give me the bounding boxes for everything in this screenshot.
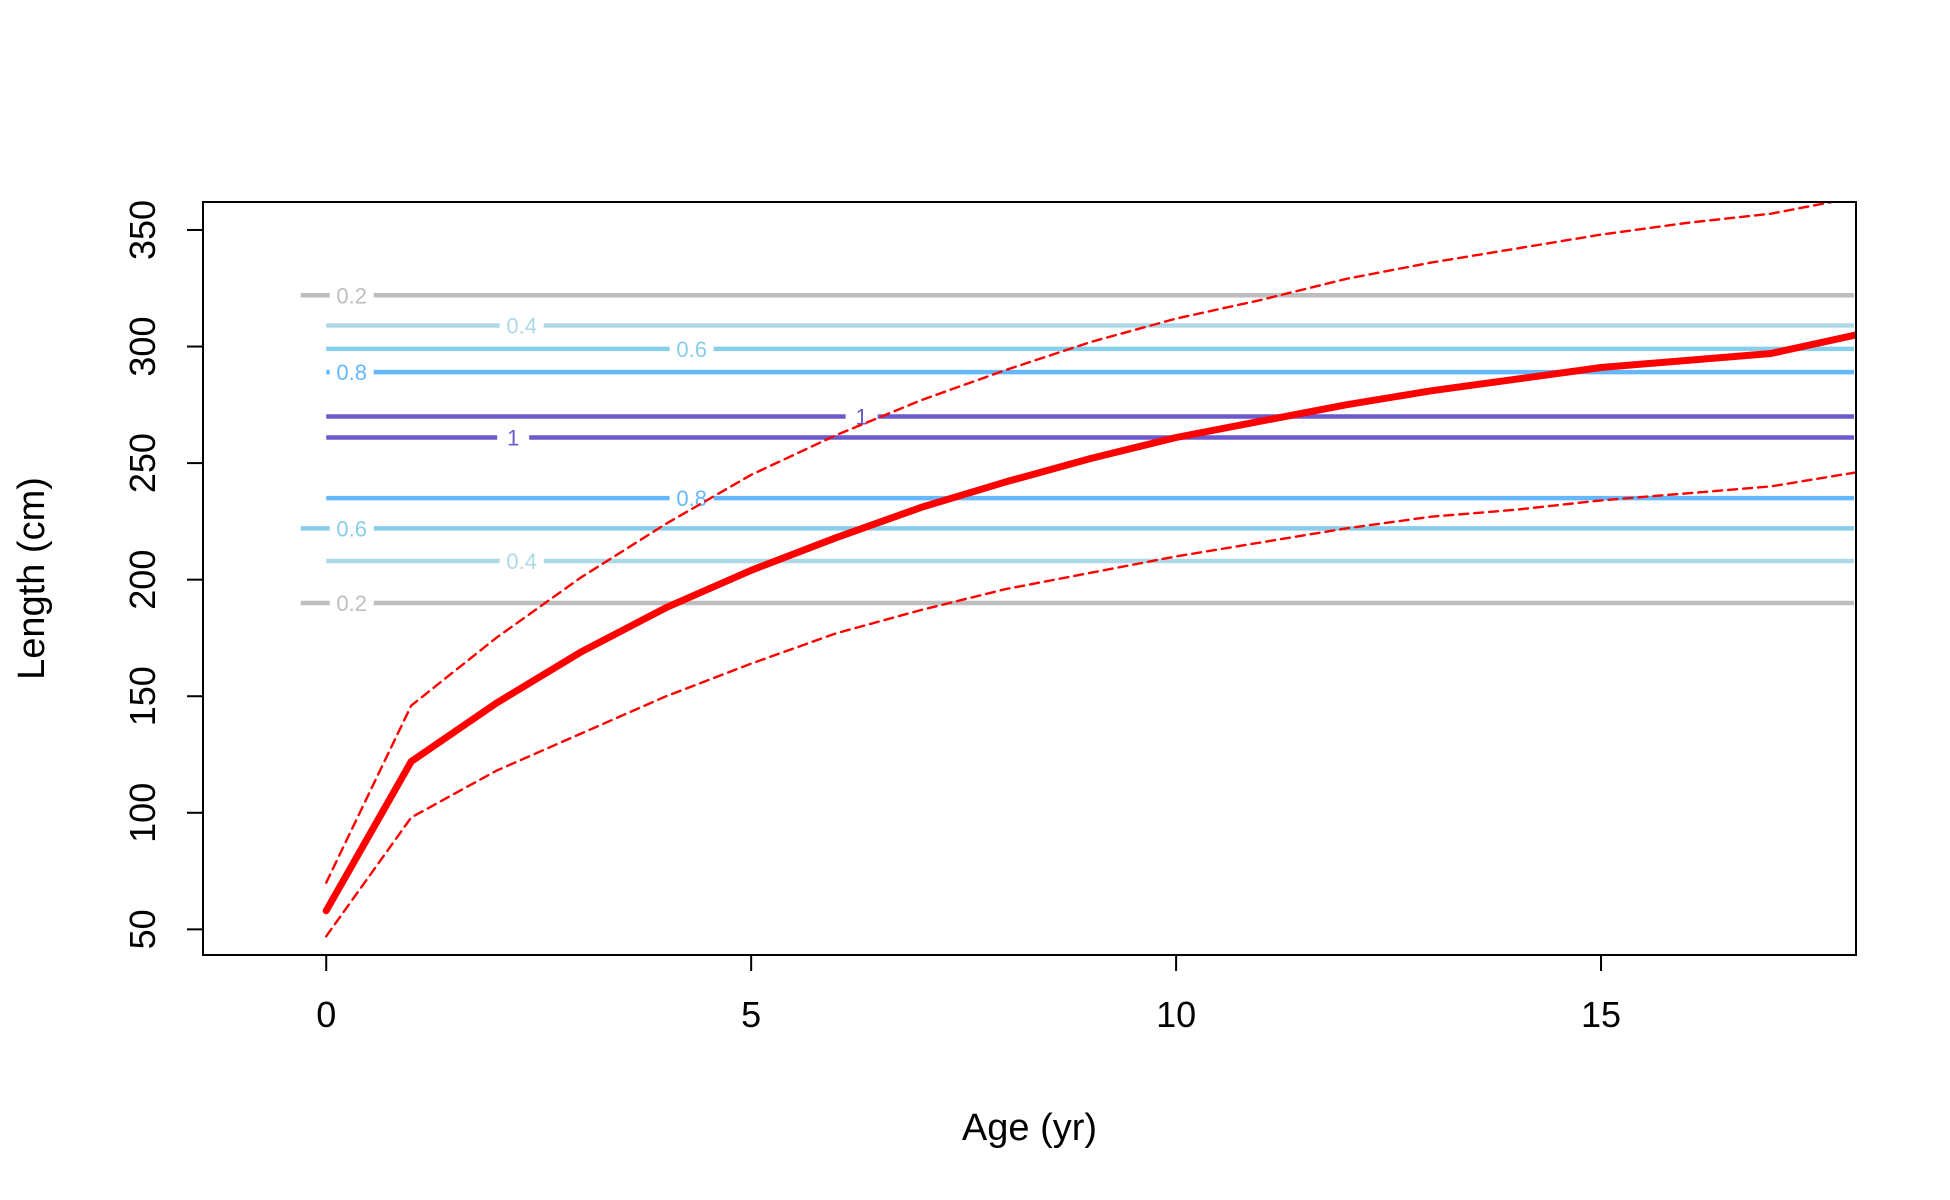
series-lower-line (325, 471, 1856, 938)
contour-label-3: 0.8 (336, 360, 367, 385)
contour-label-1: 0.4 (506, 314, 537, 339)
x-axis-title: Age (yr) (962, 1107, 1097, 1149)
contour-label-5: 1 (507, 425, 519, 450)
x-tick-label-2: 10 (1156, 994, 1196, 1035)
contour-label-9: 0.2 (336, 591, 367, 616)
y-axis: 50 100 150 200 250 300 350 (122, 200, 204, 949)
y-tick-label-5: 300 (122, 316, 163, 376)
data-series (322, 202, 1856, 938)
contour-label-2: 0.6 (676, 337, 707, 362)
plot-frame (202, 201, 1857, 956)
contour-lines: 0.2 0.4 0.6 0.8 1 1 0.8 0.6 0.4 0.2 (300, 283, 1854, 616)
series-mean-line (322, 331, 1856, 915)
x-tick-label-0: 0 (316, 994, 336, 1035)
contour-label-8: 0.4 (506, 549, 537, 574)
y-tick-label-1: 100 (122, 783, 163, 843)
y-tick-label-3: 200 (122, 550, 163, 610)
contour-label-4: 1 (856, 404, 868, 429)
x-tick-label-3: 15 (1581, 994, 1621, 1035)
x-axis: 0 5 10 15 (316, 954, 1621, 1035)
contour-label-6: 0.8 (676, 486, 707, 511)
x-tick-label-1: 5 (741, 994, 761, 1035)
y-axis-title: Length (cm) (11, 477, 53, 680)
y-tick-label-4: 250 (122, 433, 163, 493)
y-tick-label-6: 350 (122, 200, 163, 260)
contour-label-7: 0.6 (336, 516, 367, 541)
y-tick-label-0: 50 (122, 909, 163, 949)
y-tick-label-2: 150 (122, 666, 163, 726)
series-upper-line (325, 202, 1838, 884)
contour-label-0: 0.2 (336, 283, 367, 308)
